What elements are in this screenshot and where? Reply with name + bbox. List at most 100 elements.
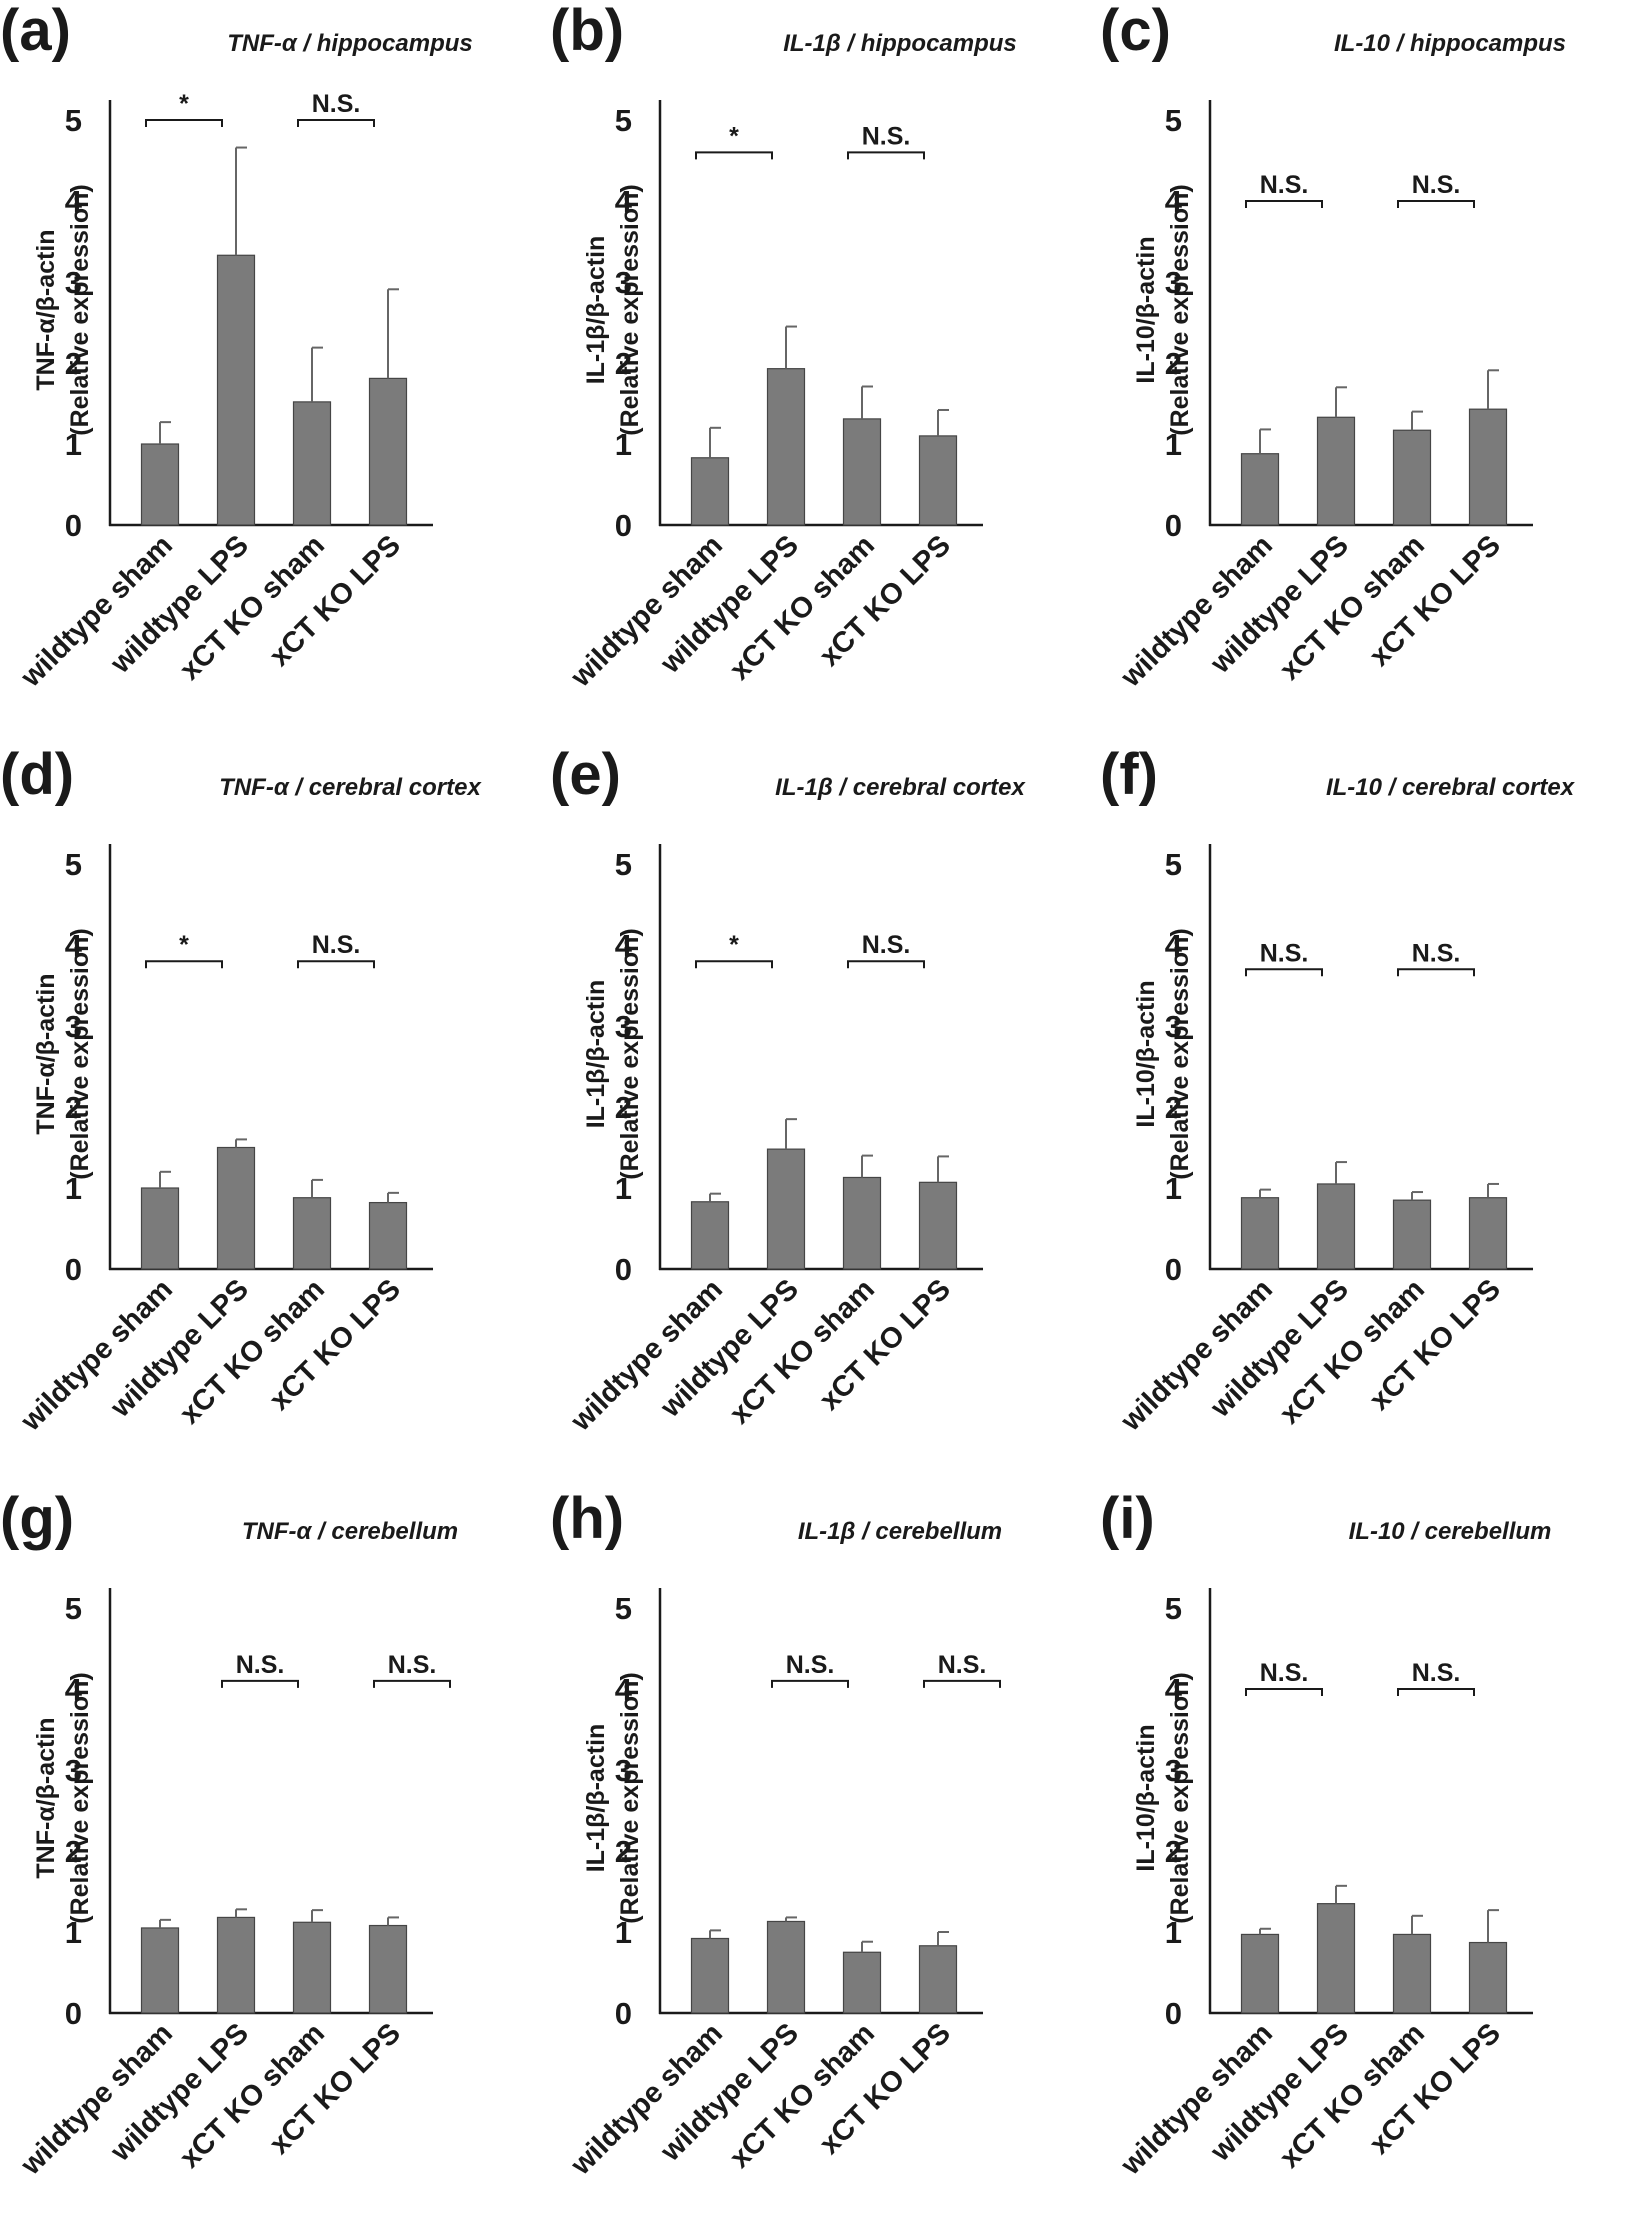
panel-letter: (i): [1100, 1488, 1155, 1551]
bar: [292, 401, 332, 526]
significance-bracket: [221, 1679, 299, 1688]
significance-label: N.S.: [862, 122, 911, 150]
panel-title: IL-1β / cerebellum: [797, 1518, 1003, 1545]
bar: [1468, 408, 1508, 526]
y-tick-label: 0: [65, 1252, 82, 1287]
panel-e: (e) IL-1β / cerebral cortex IL-1β/β-acti…: [550, 744, 1100, 1488]
y-tick-label: 1: [615, 1171, 632, 1206]
panel-g: (g) TNF-α / cerebellum TNF-α/β-actin (Re…: [0, 1488, 550, 2232]
panel-i: (i) IL-10 / cerebellum IL-10/β-actin (Re…: [1100, 1488, 1650, 2232]
y-tick-label: 0: [65, 1996, 82, 2031]
y-tick-label: 4: [1165, 1672, 1183, 1707]
y-tick-label: 1: [1165, 1915, 1182, 1950]
significance-bracket: [1397, 200, 1475, 208]
bar: [690, 457, 730, 526]
x-tick-label: xCT KO LPS: [264, 1273, 407, 1416]
y-tick-label: 5: [1165, 103, 1182, 138]
panel-letter: (f): [1100, 744, 1158, 807]
y-tick-label: 4: [1165, 184, 1183, 219]
significance-bracket: [695, 151, 773, 160]
y-tick-label: 4: [615, 928, 633, 963]
significance-bracket: [1245, 200, 1323, 208]
panel-title: TNF-α / hippocampus: [227, 30, 473, 57]
significance-bracket: [145, 119, 223, 127]
bar: [292, 1197, 332, 1270]
y-tick-label: 0: [1165, 1252, 1182, 1287]
x-tick-label: xCT KO LPS: [264, 2017, 407, 2160]
y-tick-label: 3: [65, 1009, 82, 1044]
x-tick-label: xCT KO LPS: [264, 529, 407, 672]
significance-bracket: [1397, 968, 1475, 977]
y-tick-label: 3: [615, 1753, 632, 1788]
significance-label: N.S.: [1260, 939, 1309, 967]
panel-d: (d) TNF-α / cerebral cortex TNF-α/β-acti…: [0, 744, 550, 1488]
y-tick-label: 4: [65, 1672, 83, 1707]
bar: [216, 1146, 256, 1270]
panel-title: IL-10 / hippocampus: [1333, 30, 1567, 57]
x-tick-label: xCT KO LPS: [814, 1273, 957, 1416]
significance-label: N.S.: [236, 1651, 285, 1679]
y-tick-label: 5: [1165, 1591, 1182, 1626]
panel-letter: (c): [1100, 0, 1171, 63]
significance-bracket: [695, 960, 773, 969]
y-tick-label: 0: [615, 1996, 632, 2031]
y-tick-label: 2: [1165, 1090, 1182, 1125]
bar: [1240, 453, 1280, 526]
bar: [216, 254, 256, 526]
bar: [918, 435, 958, 526]
y-tick-label: 3: [615, 1009, 632, 1044]
significance-bracket: [771, 1679, 849, 1688]
y-tick-label: 2: [1165, 1834, 1182, 1869]
panel-title: IL-1β / cerebral cortex: [775, 774, 1025, 801]
significance-bracket: [297, 960, 375, 969]
significance-label: *: [729, 122, 739, 150]
y-tick-label: 4: [1165, 928, 1183, 963]
significance-bracket: [923, 1679, 1001, 1688]
significance-label: N.S.: [1260, 171, 1309, 199]
y-tick-label: 4: [615, 1672, 633, 1707]
bar: [842, 418, 882, 526]
y-tick-label: 5: [615, 1591, 632, 1626]
significance-label: *: [179, 931, 189, 959]
panel-h: (h) IL-1β / cerebellum IL-1β/β-actin (Re…: [550, 1488, 1100, 2232]
y-tick-label: 1: [65, 1171, 82, 1206]
y-tick-label: 3: [615, 265, 632, 300]
bar: [1316, 1183, 1356, 1270]
y-tick-label: 5: [65, 847, 82, 882]
significance-label: N.S.: [1260, 1659, 1309, 1687]
x-tick-label: xCT KO LPS: [814, 2017, 957, 2160]
bar: [292, 1921, 332, 2014]
y-tick-label: 2: [615, 346, 632, 381]
bar: [690, 1201, 730, 1270]
bar: [1240, 1197, 1280, 1270]
bar: [368, 377, 408, 526]
y-tick-label: 5: [65, 1591, 82, 1626]
panel-title: IL-1β / hippocampus: [783, 30, 1017, 57]
panel-letter: (e): [550, 744, 621, 807]
y-tick-label: 3: [1165, 1009, 1182, 1044]
panel-letter: (d): [0, 744, 75, 807]
significance-label: N.S.: [312, 90, 361, 118]
panel-letter: (h): [550, 1488, 625, 1551]
significance-bracket: [373, 1679, 451, 1688]
significance-bracket: [297, 119, 375, 127]
x-tick-label: xCT KO LPS: [1364, 1273, 1507, 1416]
y-tick-label: 2: [65, 1090, 82, 1125]
y-tick-label: 1: [1165, 427, 1182, 462]
significance-label: N.S.: [1412, 171, 1461, 199]
bar: [918, 1181, 958, 1270]
bar: [1316, 416, 1356, 526]
panel-title: IL-10 / cerebellum: [1348, 1518, 1552, 1545]
y-tick-label: 2: [615, 1834, 632, 1869]
panel-title: TNF-α / cerebral cortex: [219, 774, 481, 801]
x-tick-label: xCT KO LPS: [1364, 2017, 1507, 2160]
significance-bracket: [145, 960, 223, 969]
significance-label: N.S.: [786, 1651, 835, 1679]
bar: [140, 1927, 180, 2014]
y-tick-label: 0: [1165, 508, 1182, 543]
y-tick-label: 5: [615, 103, 632, 138]
